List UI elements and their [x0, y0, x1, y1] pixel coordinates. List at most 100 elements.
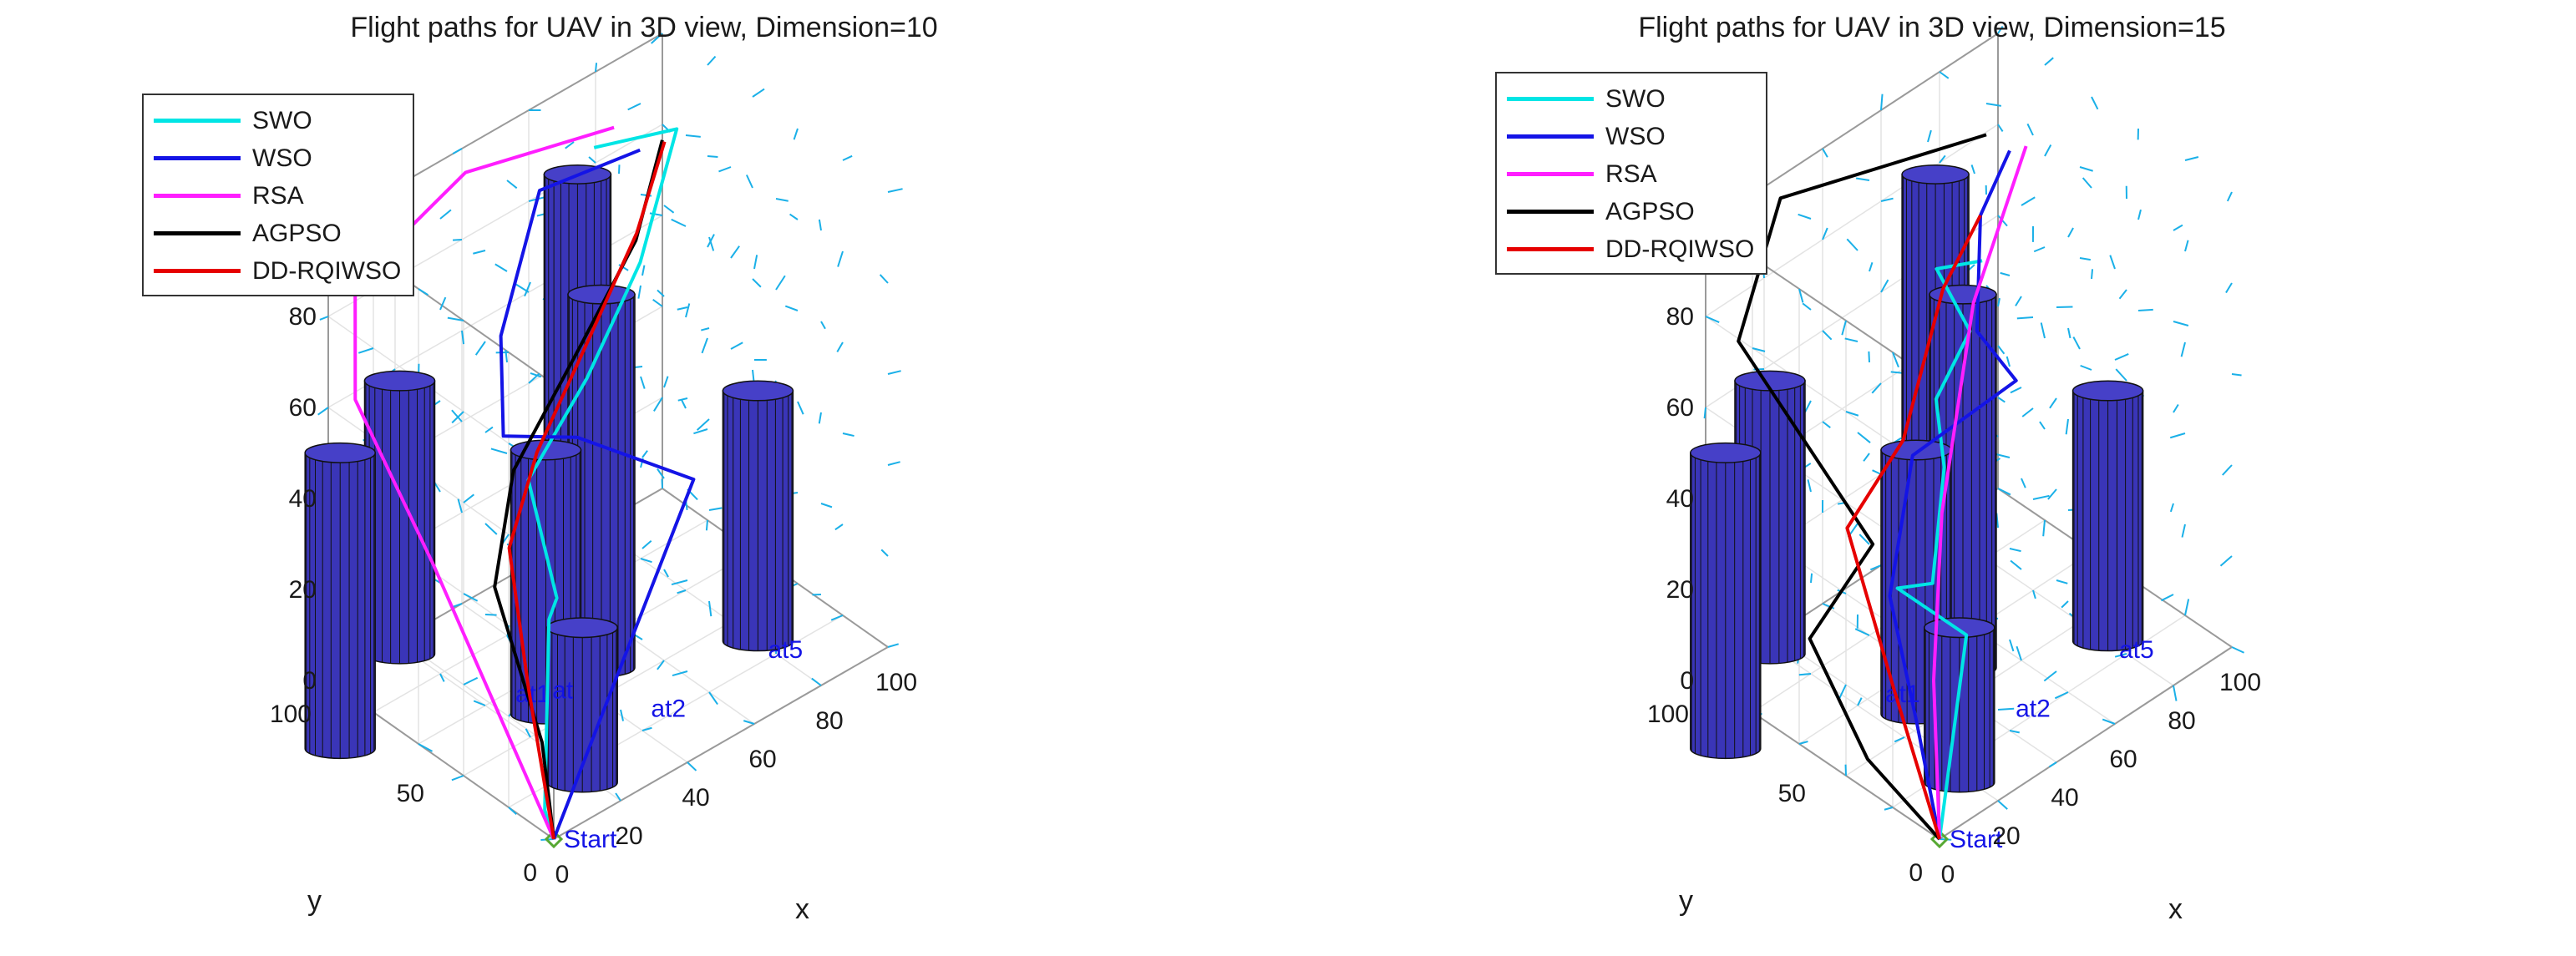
wind-arrow — [708, 507, 723, 511]
legend-swatch — [1507, 210, 1594, 214]
wind-arrow — [1997, 800, 2008, 810]
x-axis-label: x — [2168, 893, 2183, 925]
wind-arrow — [2015, 296, 2022, 306]
legend: SWO WSO RSA AGPSO DD-RQIWSO — [1495, 72, 1768, 275]
x-tick-label: 80 — [815, 707, 843, 735]
wind-arrow — [752, 88, 765, 98]
cylinder-cap — [1690, 442, 1762, 463]
legend-label: WSO — [1605, 122, 1666, 150]
wind-arrow — [887, 643, 900, 648]
wind-arrow — [1846, 238, 1858, 251]
wind-arrow — [2026, 123, 2034, 136]
z-tick-label: 0 — [1680, 667, 1694, 695]
legend-entry: SWO — [1507, 80, 1754, 118]
wind-arrow — [2225, 282, 2233, 294]
wind-arrow — [2114, 353, 2129, 361]
series-line-agpso — [493, 139, 664, 840]
wind-arrow — [2181, 524, 2186, 538]
wind-arrow — [879, 274, 889, 284]
wind-arrow — [2118, 289, 2127, 300]
wind-arrow — [637, 285, 641, 299]
wind-arrow — [687, 761, 697, 771]
obstacle-cylinder — [1690, 442, 1762, 760]
wind-arrow — [2021, 478, 2026, 488]
wind-arrow — [2049, 397, 2057, 409]
chart-canvas: Start at2 at5 at1 0 20 40 60 80 100 0 20 40 60 80 100 0 5… — [1647, 26, 2261, 888]
legend-label: AGPSO — [252, 219, 342, 247]
chart-title: Flight paths for UAV in 3D view, Dimensi… — [350, 12, 938, 43]
wind-arrow — [463, 493, 474, 503]
series-line-dd-rqiwso — [507, 141, 667, 840]
wind-arrow — [1822, 330, 1833, 341]
wind-arrow — [2042, 519, 2046, 537]
wind-arrow — [1894, 736, 1905, 743]
wind-arrow — [2184, 240, 2189, 252]
legend-swatch — [154, 231, 241, 235]
x-tick-label: 40 — [2051, 784, 2078, 812]
marker-label: at2 — [651, 695, 686, 722]
wind-arrow — [2072, 336, 2081, 350]
wind-arrow — [1798, 288, 1804, 303]
wind-arrow — [2044, 144, 2052, 157]
x-axis-label: x — [795, 893, 809, 925]
wind-arrow — [651, 33, 663, 44]
wind-arrow — [2184, 156, 2199, 161]
obstacle-cylinder — [363, 370, 436, 665]
wind-arrow — [1939, 154, 1946, 164]
legend-label: AGPSO — [1605, 197, 1695, 225]
wind-arrow — [2173, 224, 2183, 231]
wind-arrow — [1892, 352, 1899, 368]
legend-entry: RSA — [154, 177, 401, 215]
chart-panel-right: Start at2 at5 at1 0 20 40 60 80 100 0 20 40 60 80 100 0 5… — [1288, 0, 2576, 956]
wind-arrow — [1997, 345, 2006, 355]
legend-swatch — [154, 194, 241, 198]
series-line-rsa — [353, 125, 615, 840]
wind-arrow — [1869, 262, 1874, 272]
obstacle-cylinder — [304, 442, 376, 760]
wind-arrow — [418, 743, 434, 752]
wind-arrow — [2006, 356, 2011, 367]
x-tick-label: 80 — [2168, 707, 2195, 735]
wind-arrow — [525, 728, 531, 738]
wind-arrow — [671, 218, 687, 227]
cylinder-cap — [722, 380, 794, 402]
wind-arrow — [775, 275, 786, 291]
wind-arrow — [447, 316, 464, 321]
wind-arrow — [317, 407, 329, 416]
wind-arrow — [1810, 573, 1813, 584]
legend-label: DD-RQIWSO — [252, 256, 402, 285]
wind-arrow — [2219, 555, 2233, 567]
series-line-wso — [499, 148, 696, 840]
wind-arrow — [641, 539, 652, 549]
y-tick-label: 0 — [1909, 859, 1923, 887]
wind-arrow — [1997, 124, 2004, 132]
wind-arrow — [473, 700, 486, 706]
z-tick-label: 20 — [1666, 576, 1694, 604]
series-line-rsa — [1932, 145, 2028, 840]
wind-arrow — [2061, 600, 2069, 609]
wind-arrow — [834, 524, 844, 531]
wind-arrow — [2079, 257, 2092, 261]
wind-arrow — [1997, 707, 2015, 711]
wind-arrow — [2067, 327, 2071, 339]
wind-arrow — [451, 409, 463, 422]
x-tick-label: 60 — [748, 746, 776, 773]
legend-swatch — [154, 156, 241, 160]
wind-arrow — [820, 503, 833, 508]
wind-arrow — [565, 141, 575, 149]
wind-arrow — [508, 807, 517, 816]
wind-arrow — [1880, 279, 1889, 293]
wind-arrow — [1854, 628, 1870, 636]
legend-label: RSA — [252, 181, 304, 210]
wind-arrow — [439, 209, 452, 220]
wind-arrow — [1844, 337, 1858, 342]
wind-arrow — [2091, 96, 2099, 110]
wind-arrow — [837, 250, 844, 267]
wind-arrow — [707, 155, 718, 159]
legend-swatch — [1507, 172, 1594, 176]
wind-arrow — [2044, 57, 2054, 66]
wind-arrow — [451, 411, 464, 424]
x-tick-label: 100 — [875, 669, 917, 696]
wind-arrow — [506, 180, 518, 190]
